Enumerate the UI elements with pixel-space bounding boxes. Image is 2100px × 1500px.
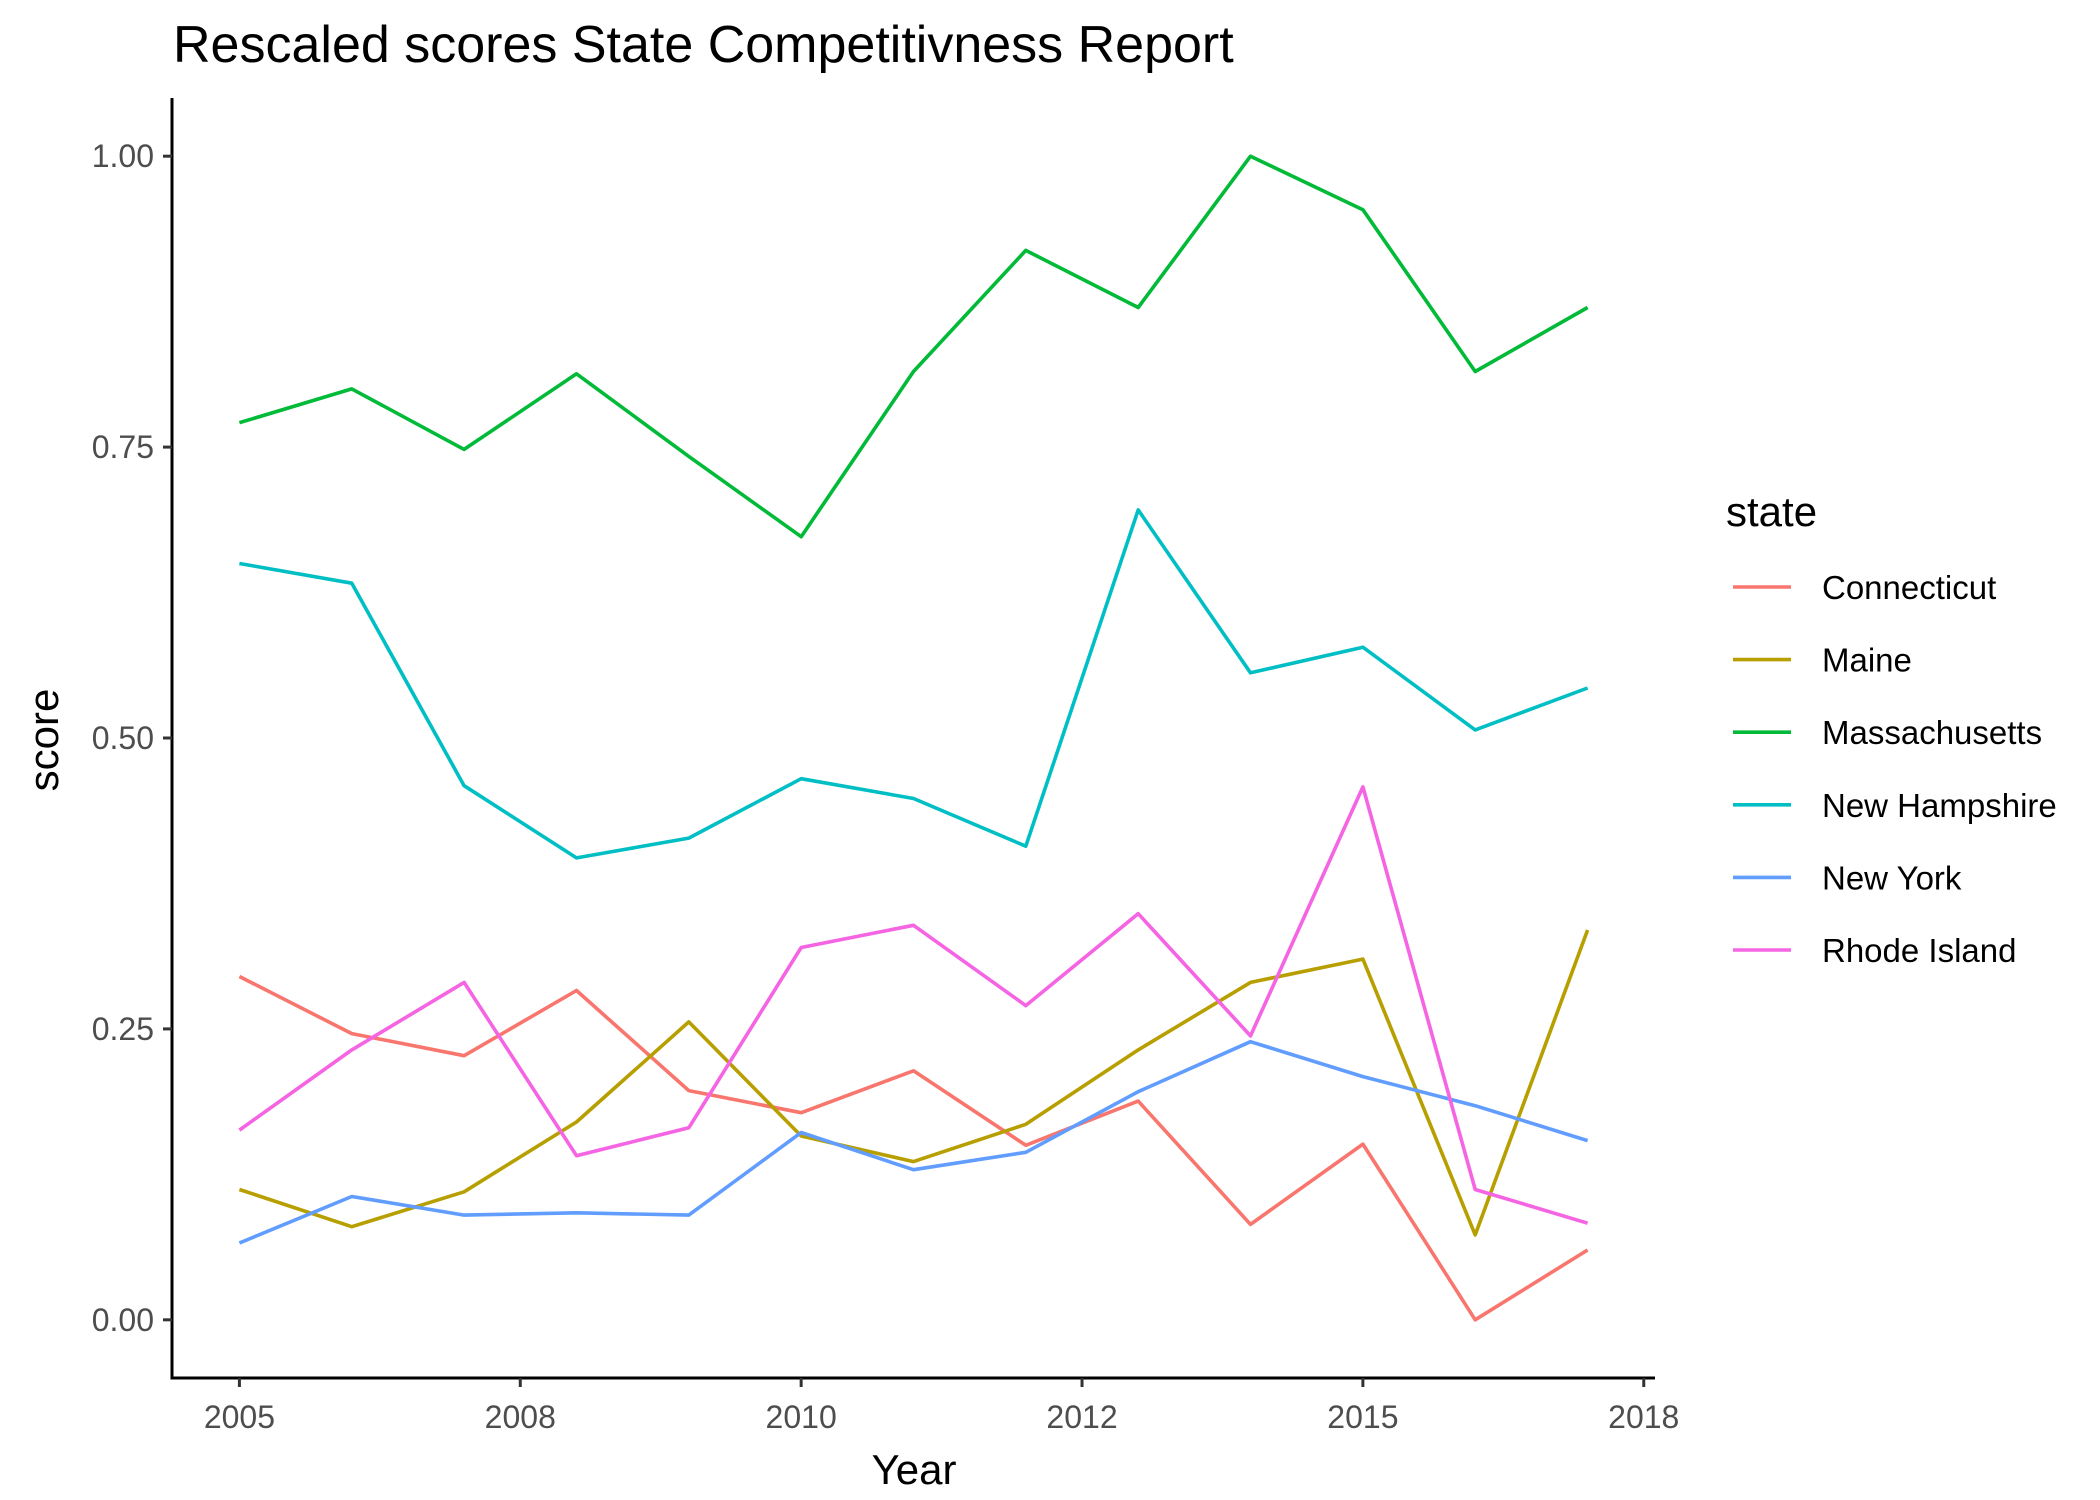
series-line-maine: [238, 929, 1590, 1237]
x-tick-label: 2015: [1327, 1399, 1398, 1435]
legend-label-maine: Maine: [1822, 642, 1912, 679]
series-line-massachusetts: [238, 154, 1589, 539]
legend-label-new-york: New York: [1822, 859, 1962, 896]
legend-item-rhode-island: Rhode Island: [1733, 932, 2016, 969]
series-line-new-hampshire: [239, 508, 1589, 860]
x-tick-label: 2005: [204, 1399, 275, 1435]
series-lines: [238, 154, 1590, 1322]
legend-label-connecticut: Connecticut: [1822, 569, 1996, 606]
y-tick-label: 0.50: [92, 720, 154, 756]
legend-item-new-hampshire: New Hampshire: [1733, 787, 2057, 824]
x-tick-label: 2010: [766, 1399, 837, 1435]
legend-item-massachusetts: Massachusetts: [1733, 714, 2042, 751]
y-axis-ticks: 0.00 0.25 0.50 0.75 1.00: [92, 138, 172, 1338]
x-tick-label: 2008: [485, 1399, 556, 1435]
legend-label-new-hampshire: New Hampshire: [1822, 787, 2057, 824]
y-tick-label: 0.75: [92, 429, 154, 465]
legend-items: Connecticut Maine Massachusetts New Hampshi…: [1733, 569, 2057, 969]
legend-label-rhode-island: Rhode Island: [1822, 932, 2016, 969]
x-axis-title: Year: [872, 1446, 957, 1493]
y-tick-label: 0.25: [92, 1011, 154, 1047]
series-line-new-york: [238, 1039, 1589, 1245]
legend: state Connecticut Maine Massachusetts New H…: [1726, 488, 2057, 969]
legend-label-massachusetts: Massachusetts: [1822, 714, 2042, 751]
y-tick-label: 1.00: [92, 138, 154, 174]
legend-item-connecticut: Connecticut: [1733, 569, 1996, 606]
y-axis-title: score: [20, 689, 67, 792]
series-line-connecticut: [238, 974, 1589, 1322]
x-axis-ticks: 2005 2008 2010 2012 2015 2018: [204, 1378, 1679, 1435]
series-line-rhode-island: [238, 785, 1589, 1225]
x-tick-label: 2012: [1046, 1399, 1117, 1435]
chart-title: Rescaled scores State Competitivness Rep…: [173, 16, 1234, 74]
y-tick-label: 0.00: [92, 1302, 154, 1338]
legend-title: state: [1726, 488, 1817, 535]
x-tick-label: 2018: [1608, 1399, 1679, 1435]
legend-item-new-york: New York: [1733, 859, 1962, 896]
legend-item-maine: Maine: [1733, 642, 1912, 679]
